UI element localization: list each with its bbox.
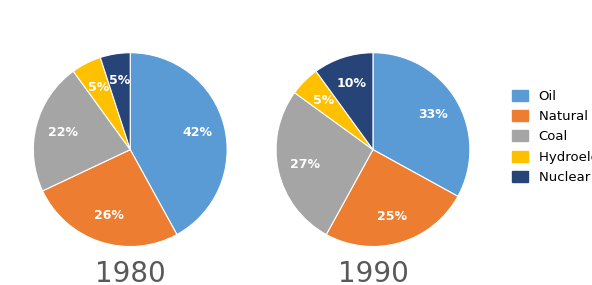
- Wedge shape: [33, 71, 130, 191]
- Text: 5%: 5%: [88, 81, 109, 94]
- Wedge shape: [276, 93, 373, 235]
- Text: 42%: 42%: [183, 126, 213, 139]
- Text: 5%: 5%: [313, 94, 334, 107]
- Wedge shape: [316, 53, 373, 150]
- Text: 25%: 25%: [378, 210, 407, 223]
- Text: 5%: 5%: [109, 74, 130, 87]
- Wedge shape: [326, 150, 458, 247]
- Wedge shape: [295, 71, 373, 150]
- Text: 26%: 26%: [94, 209, 124, 223]
- Wedge shape: [373, 53, 470, 196]
- Text: 22%: 22%: [48, 126, 78, 139]
- Text: 10%: 10%: [336, 77, 366, 90]
- Text: 33%: 33%: [418, 108, 448, 121]
- Wedge shape: [130, 53, 227, 235]
- Wedge shape: [100, 53, 130, 150]
- Title: 1990: 1990: [337, 260, 408, 285]
- Wedge shape: [73, 58, 130, 150]
- Title: 1980: 1980: [95, 260, 166, 285]
- Text: 27%: 27%: [290, 158, 320, 171]
- Legend: Oil, Natural gas, Coal, Hydroelectric Power, Nuclear Power: Oil, Natural gas, Coal, Hydroelectric Po…: [507, 84, 592, 189]
- Wedge shape: [43, 150, 177, 247]
